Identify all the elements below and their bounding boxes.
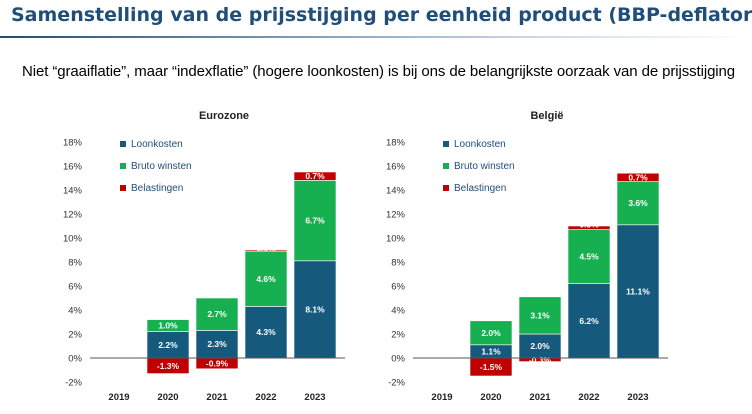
y-tick-label: 8% [68, 258, 82, 269]
y-tick-label: 4% [391, 306, 405, 317]
y-tick-label: 16% [63, 162, 83, 173]
legend-swatch-0 [443, 141, 449, 147]
legend-label-1: Bruto winsten [454, 161, 515, 172]
y-tick-label: 0% [391, 354, 405, 365]
data-label: -1.3% [157, 361, 180, 371]
bar-eurozone-2020-0 [146, 331, 190, 359]
legend-swatch-0 [120, 141, 126, 147]
data-label: 2.0% [530, 341, 550, 351]
y-tick-label: 8% [391, 258, 405, 269]
y-tick-label: 6% [391, 282, 405, 293]
chart-title-belgi-: België [530, 110, 563, 122]
data-label: 2.2% [158, 340, 178, 350]
y-tick-label: 2% [391, 330, 405, 341]
legend-label-2: Belastingen [454, 183, 506, 194]
data-label: 1.1% [481, 346, 501, 356]
x-tick-label: 2022 [255, 392, 276, 403]
bar-belgi--2021-1 [518, 296, 562, 335]
x-tick-label: 2021 [206, 392, 228, 403]
page-subtitle: Niet “graaiflatie”, maar “indexflatie” (… [22, 63, 736, 80]
data-label: 0.3% [579, 220, 599, 230]
legend-label-0: Loonkosten [131, 139, 183, 150]
bar-belgi--2023-0 [616, 224, 660, 359]
x-tick-label: 2023 [627, 392, 648, 403]
bar-eurozone-2021-0 [195, 330, 239, 359]
bar-belgi--2022-2 [567, 225, 611, 230]
data-label: 1.0% [158, 321, 178, 331]
data-label: 2.7% [207, 309, 227, 319]
data-label: 3.6% [628, 198, 648, 208]
legend-swatch-1 [443, 163, 449, 169]
x-tick-label: 2022 [578, 392, 599, 403]
y-tick-label: 10% [386, 234, 406, 245]
bar-belgi--2020-1 [469, 320, 513, 346]
bar-belgi--2023-2 [616, 172, 660, 182]
bar-belgi--2021-0 [518, 333, 562, 359]
x-tick-label: 2020 [157, 392, 178, 403]
data-label: 8.1% [305, 304, 325, 314]
bar-belgi--2022-0 [567, 283, 611, 359]
page-title: Samenstelling van de prijsstijging per e… [11, 4, 752, 26]
legend-label-0: Loonkosten [454, 139, 506, 150]
data-label: -0.9% [206, 358, 229, 368]
y-tick-label: -2% [388, 378, 405, 389]
bar-eurozone-2021-1 [195, 297, 239, 331]
y-tick-label: 18% [63, 138, 83, 149]
legend-label-1: Bruto winsten [131, 161, 192, 172]
y-tick-label: 12% [386, 210, 406, 221]
data-label: 4.5% [579, 252, 599, 262]
data-label: 2.3% [207, 339, 227, 349]
y-tick-label: 14% [386, 186, 406, 197]
data-label: 0.7% [305, 171, 325, 181]
x-tick-label: 2019 [108, 392, 129, 403]
legend-swatch-2 [120, 185, 126, 191]
title-divider [0, 36, 752, 38]
y-tick-label: 12% [63, 210, 83, 221]
y-tick-label: 4% [68, 306, 82, 317]
data-label: 4.6% [256, 274, 276, 284]
y-tick-label: 2% [68, 330, 82, 341]
y-tick-label: 0% [68, 354, 82, 365]
x-tick-label: 2023 [304, 392, 325, 403]
y-tick-label: -2% [65, 378, 82, 389]
legend-label-2: Belastingen [131, 183, 183, 194]
bar-eurozone-2023-0 [293, 260, 337, 359]
legend-swatch-2 [443, 185, 449, 191]
data-label: 6.7% [305, 216, 325, 226]
data-label: 0.1% [256, 244, 276, 254]
y-tick-label: 10% [63, 234, 83, 245]
bar-eurozone-2020-1 [146, 319, 190, 332]
data-label: -1.5% [480, 362, 503, 372]
data-label: -0.3% [529, 355, 552, 365]
chart-eurozone: Eurozone -2% 0% 2% 4% 6% 8% 10% 12% 14% 16% 18% Loon… [63, 110, 345, 403]
x-tick-label: 2019 [431, 392, 452, 403]
chart-title-eurozone: Eurozone [199, 110, 249, 122]
chart-belgie: België -2% 0% 2% 4% 6% 8% 10% 12% 14% 16% 18% Loonko… [386, 110, 668, 403]
data-label: 0.7% [628, 172, 648, 182]
y-tick-label: 18% [386, 138, 406, 149]
data-label: 11.1% [626, 286, 650, 296]
bar-eurozone-2023-1 [293, 180, 337, 262]
x-tick-label: 2021 [529, 392, 551, 403]
data-label: 4.3% [256, 327, 276, 337]
data-label: 2.0% [481, 328, 501, 338]
y-tick-label: 14% [63, 186, 83, 197]
y-tick-label: 16% [386, 162, 406, 173]
bar-belgi--2023-1 [616, 181, 660, 226]
bar-eurozone-2022-2 [244, 249, 288, 252]
y-tick-label: 6% [68, 282, 82, 293]
data-label: 3.1% [530, 310, 550, 320]
legend-swatch-1 [120, 163, 126, 169]
x-tick-label: 2020 [480, 392, 501, 403]
bar-eurozone-2023-2 [293, 171, 337, 181]
data-label: 6.2% [579, 316, 599, 326]
